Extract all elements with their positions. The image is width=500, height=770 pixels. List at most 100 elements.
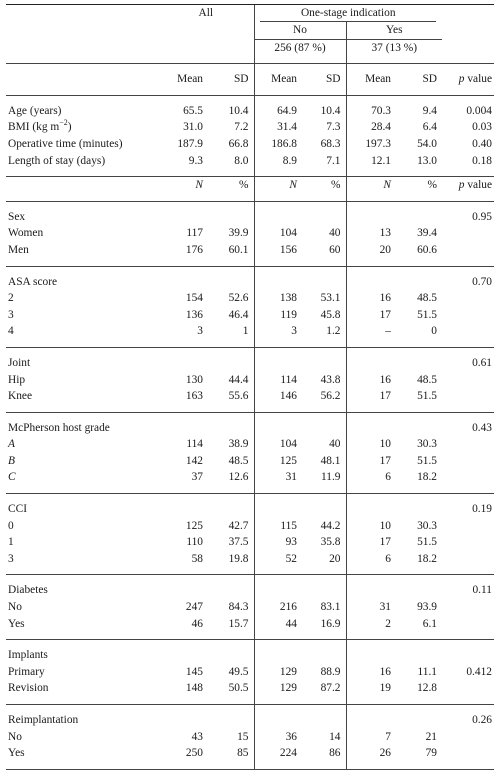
p-value-cell [442, 680, 494, 697]
value-cell: 7.1 [326, 154, 341, 167]
value-cell: 187.9 [177, 137, 203, 150]
col-header-sd: SD [233, 73, 249, 86]
row-separator [6, 63, 494, 72]
value-cell: 6.4 [422, 121, 437, 134]
row-label: A [8, 438, 15, 451]
spacer-cell [208, 761, 254, 770]
group-row: 4 3 1 3 1.2–0 [6, 323, 494, 340]
row-separator [6, 339, 494, 348]
spacer-cell [253, 95, 302, 103]
value-cell: 60.6 [417, 243, 437, 256]
group-p-value [442, 647, 494, 664]
value-cell: 56.2 [320, 390, 341, 403]
row-separator [6, 704, 494, 713]
value-cell: 79 [425, 747, 437, 760]
spacer-cell [158, 420, 208, 437]
spacer-cell [345, 574, 396, 583]
row-separator [6, 87, 494, 96]
col-header-p-value: p value [458, 179, 492, 192]
value-cell: 30.3 [417, 519, 437, 532]
group-p-value: 0.95 [472, 210, 492, 223]
row-label: 4 [8, 325, 14, 338]
spacer-cell [302, 761, 346, 770]
value-cell: 6 [345, 469, 396, 487]
value-cell: 30.3 [417, 438, 437, 451]
value-cell: – [345, 323, 396, 340]
spacer-cell [442, 761, 494, 770]
spacer-cell [396, 640, 442, 648]
spacer-cell [442, 575, 494, 583]
p-value-cell [442, 372, 494, 389]
spacer-cell [253, 258, 302, 267]
spacer-cell [253, 493, 302, 502]
spacer-cell [442, 266, 494, 274]
continuous-row: Age (years) 65.5 10.4 64.9 10.4 70.3 9.4 0.004 [6, 102, 494, 120]
group-p-value: 0.19 [472, 503, 492, 516]
value-cell: 35.8 [320, 536, 341, 549]
spacer-cell [253, 412, 302, 420]
spacer-cell [6, 640, 158, 648]
spacer-cell [208, 355, 254, 372]
spacer-cell [253, 582, 302, 600]
value-cell: 6.1 [422, 617, 437, 630]
row-label: 2 [8, 292, 14, 305]
spacer-cell [6, 494, 158, 502]
spacer-cell [208, 501, 254, 518]
spacer-cell [158, 169, 208, 178]
value-cell: 60 [329, 243, 341, 256]
spacer-cell [253, 419, 302, 437]
spacer-cell [158, 640, 208, 648]
value-cell: 17 [345, 306, 396, 324]
group-title-row: McPherson host grade 0.43 [6, 419, 494, 437]
spacer-cell [208, 712, 254, 729]
spacer-cell [396, 705, 442, 713]
row-label: No [8, 601, 22, 614]
spacer-cell [208, 193, 254, 202]
col-header-pct: % [239, 179, 249, 192]
value-cell: 9.3 [188, 154, 203, 167]
value-cell: 42.7 [228, 519, 249, 532]
spacer-cell [158, 575, 208, 583]
value-cell: 43.8 [320, 373, 341, 386]
spacer-cell [6, 339, 158, 348]
spacer-cell [158, 209, 208, 226]
col-header-p-value: p value [458, 73, 492, 86]
spacer-cell [396, 339, 442, 348]
spacer-cell [345, 632, 396, 641]
spacer-cell [253, 266, 302, 274]
col-header-n: N [195, 179, 203, 192]
row-separator [6, 169, 494, 178]
row-label: Men [8, 243, 29, 256]
spacer-cell [208, 640, 254, 648]
p-value-cell [442, 453, 494, 470]
spacer-cell [158, 201, 208, 209]
value-cell: 125 [185, 519, 203, 532]
spacer-cell [302, 274, 346, 291]
value-cell: 156 [253, 241, 302, 259]
group-row: Revision 148 50.5 129 87.2 19 12.8 [6, 680, 494, 697]
group-p-value: 0.26 [472, 714, 492, 726]
header-yes-count: 37 (13 %) [345, 38, 442, 57]
value-cell: 37 [191, 471, 203, 484]
spacer-cell [302, 486, 346, 495]
spacer-cell [345, 208, 396, 226]
spacer-cell [302, 567, 346, 576]
spacer-cell [396, 582, 442, 599]
spacer-cell [208, 87, 254, 96]
p-value-cell [442, 518, 494, 535]
spacer-cell [6, 258, 158, 267]
value-cell: 186.8 [253, 135, 302, 153]
row-separator [6, 347, 494, 355]
value-cell: 110 [186, 536, 203, 549]
row-separator [6, 493, 494, 502]
value-cell: 18.2 [417, 471, 437, 484]
value-cell: 11.9 [320, 471, 341, 484]
spacer-cell [158, 64, 208, 72]
col-header-n: N [253, 176, 302, 194]
spacer-cell [208, 339, 254, 348]
value-cell: 130 [185, 373, 203, 386]
spacer-cell [345, 639, 396, 648]
spacer-cell [302, 404, 346, 413]
spacer-cell [396, 486, 442, 495]
value-cell: 10.4 [228, 104, 249, 117]
